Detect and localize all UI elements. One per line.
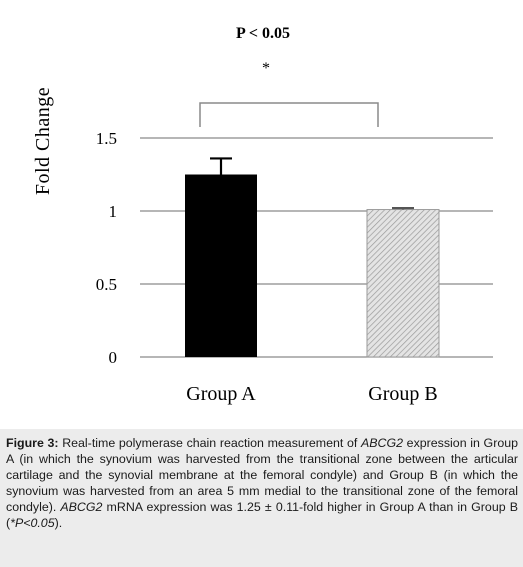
significance-asterisk: * [262, 60, 270, 77]
caption-text-3: mRNA expression was 1.25 ± 0.11-fold hig… [6, 500, 518, 530]
figure-caption: Figure 3: Real-time polymerase chain rea… [0, 429, 523, 567]
y-tick-labels: 0 0.5 1 1.5 [96, 129, 117, 367]
chart-area: 0 0.5 1 1.5 Group A Group B Fold Change P < … [32, 25, 493, 405]
bar-group-b [366, 209, 440, 358]
p-value-note: *P<0.05 [10, 516, 55, 530]
p-value-label: P < 0.05 [236, 25, 290, 42]
y-tick-label: 1.5 [96, 129, 117, 148]
caption-text-2: expression in Group A (in which the syno… [6, 436, 518, 514]
y-tick-label: 0.5 [96, 275, 117, 294]
bar-chart: 0 0.5 1 1.5 Group A Group B Fold Change P < … [32, 25, 493, 405]
error-bars [210, 157, 414, 210]
gene-name-1: ABCG2 [361, 436, 404, 450]
y-tick-label: 0 [109, 348, 118, 367]
y-tick-label: 1 [109, 202, 118, 221]
x-tick-labels: Group A Group B [186, 383, 437, 405]
y-axis-label: Fold Change [32, 87, 54, 195]
bars [185, 174, 440, 358]
figure-label: Figure 3: [6, 436, 59, 450]
significance-bracket [199, 102, 379, 127]
gene-name-2: ABCG2 [60, 500, 103, 514]
caption-text-4: ). [54, 516, 63, 530]
bar-group-a [185, 174, 257, 357]
x-tick-label: Group A [186, 383, 256, 405]
x-tick-label: Group B [368, 383, 437, 405]
caption-text-1: Real-time polymerase chain reaction meas… [58, 436, 361, 450]
